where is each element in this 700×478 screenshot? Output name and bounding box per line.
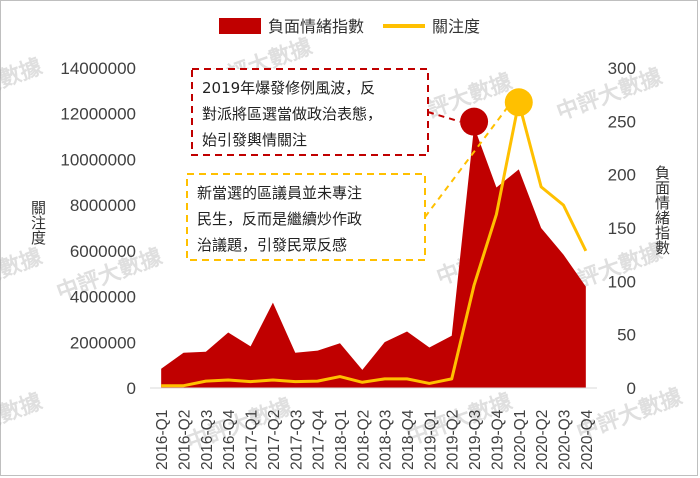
y-right-tick-label: 0 (627, 379, 636, 398)
legend-swatch-area (219, 18, 261, 34)
highlight-marker (460, 107, 489, 136)
x-tick-label: 2017-Q4 (311, 409, 328, 470)
highlight-marker (504, 88, 533, 117)
legend-label: 關注度 (432, 17, 480, 36)
y-right-tick-label: 150 (608, 219, 636, 238)
y-right-tick-label: 300 (608, 59, 636, 78)
x-tick-label: 2018-Q1 (333, 410, 350, 470)
x-tick-label: 2018-Q3 (378, 410, 395, 470)
y-left-tick-label: 2000000 (70, 333, 136, 352)
y-left-tick-label: 14000000 (60, 59, 136, 78)
x-tick-label: 2019-Q2 (445, 410, 462, 470)
annotation-connector (427, 111, 461, 123)
y-left-tick-label: 8000000 (70, 196, 136, 215)
x-tick-label: 2020-Q4 (579, 409, 596, 470)
x-tick-label: 2019-Q3 (467, 410, 484, 470)
y-right-tick-label: 50 (617, 326, 636, 345)
x-tick-label: 2019-Q4 (489, 409, 506, 470)
x-tick-label: 2019-Q1 (422, 410, 439, 470)
y-left-tick-label: 6000000 (70, 242, 136, 261)
y-right-tick-label: 100 (608, 272, 636, 291)
legend-label: 負面情緒指數 (268, 17, 364, 36)
annotation-text: 新當選的區議員並未專注 (197, 184, 362, 202)
annotation-text: 2019年爆發修例風波，反 (202, 79, 375, 97)
annotation-text: 對派將區選當做政治表態， (202, 105, 382, 123)
x-tick-label: 2020-Q2 (534, 410, 551, 470)
x-tick-label: 2017-Q1 (244, 410, 261, 470)
y-left-tick-label: 4000000 (70, 288, 136, 307)
annotation-text: 民生，反而是繼續炒作政 (197, 210, 362, 228)
annotation-box (186, 173, 426, 261)
y-right-tick-label: 200 (608, 166, 636, 185)
x-tick-label: 2017-Q3 (288, 410, 305, 470)
y-left-axis-label: 關注度 (29, 200, 47, 245)
y-left-tick-label: 12000000 (60, 105, 136, 124)
x-tick-label: 2016-Q4 (221, 409, 238, 470)
y-right-tick-label: 250 (608, 112, 636, 131)
annotation-connector (424, 107, 508, 218)
x-tick-label: 2020-Q3 (556, 410, 573, 470)
annotation-text: 治議題，引發民眾反感 (197, 236, 347, 254)
x-tick-label: 2016-Q2 (177, 410, 194, 470)
x-tick-label: 2018-Q2 (355, 410, 372, 470)
x-tick-label: 2017-Q2 (266, 410, 283, 470)
watermark-text: 中評大數據 (0, 243, 46, 305)
annotation-text: 始引發輿情關注 (202, 131, 307, 149)
x-tick-label: 2018-Q4 (400, 409, 417, 470)
watermark-text: 中評大數據 (0, 53, 46, 115)
x-tick-label: 2016-Q1 (154, 410, 171, 470)
y-right-axis-label: 負面情緒指數 (653, 165, 671, 255)
watermark-text: 中評大數據 (0, 388, 46, 450)
x-tick-label: 2016-Q3 (199, 410, 216, 470)
series-line-attention (161, 100, 588, 388)
x-tick-label: 2020-Q1 (512, 410, 529, 470)
series-area-negative-sentiment (161, 126, 586, 389)
y-left-tick-label: 0 (127, 379, 136, 398)
y-left-tick-label: 10000000 (60, 150, 136, 169)
annotation-box (191, 68, 429, 156)
